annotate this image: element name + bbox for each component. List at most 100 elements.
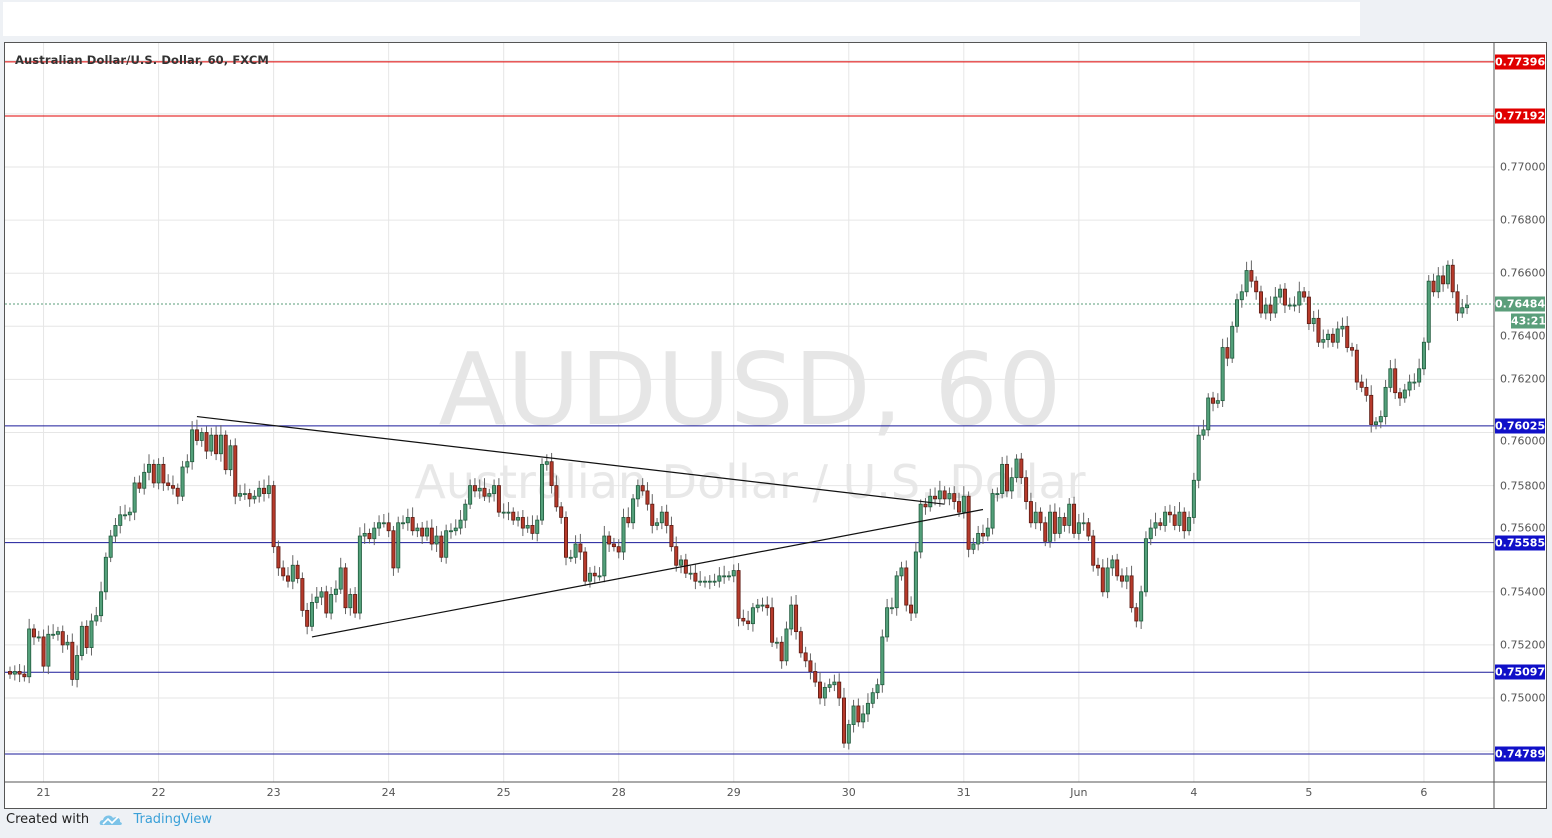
candle-up	[329, 594, 334, 614]
candle-down	[1028, 501, 1033, 524]
candle-up	[568, 556, 573, 559]
candle-up	[659, 511, 664, 524]
candle-up	[1340, 325, 1345, 330]
candle-up	[1292, 304, 1297, 307]
candle-up	[995, 493, 1000, 495]
x-tick-label: 24	[381, 786, 396, 799]
candle-down	[693, 572, 698, 582]
candle-up	[377, 522, 382, 529]
candle-down	[1091, 535, 1096, 566]
candle-up	[108, 535, 113, 558]
candle-up	[655, 522, 660, 526]
candle-up	[89, 620, 94, 648]
candle-up	[218, 434, 223, 455]
candle-up	[1460, 307, 1465, 314]
candle-down	[803, 652, 808, 662]
candle-up	[123, 514, 128, 517]
candle-up	[46, 633, 51, 667]
candle-up	[918, 503, 923, 553]
watermark-symbol: AUDUSD, 60	[438, 331, 1062, 448]
candle-down	[1330, 333, 1335, 343]
candle-up	[309, 602, 314, 627]
candle-up	[1201, 429, 1206, 436]
candle-up	[113, 525, 118, 537]
candle-up	[832, 681, 837, 686]
candle-up	[1235, 299, 1240, 327]
tradingview-link[interactable]: TradingView	[133, 812, 212, 827]
candle-down	[1450, 264, 1455, 293]
candle-down	[1397, 392, 1402, 399]
candle-down	[616, 546, 621, 553]
candle-down	[22, 673, 27, 678]
candle-up	[199, 432, 204, 441]
candle-down	[664, 511, 669, 526]
candle-up	[372, 527, 377, 540]
candle-down	[1024, 477, 1029, 502]
candle-down	[1038, 511, 1043, 524]
candle-up	[463, 503, 468, 521]
bar-countdown-label: 43:21	[1511, 313, 1547, 329]
candle-up	[889, 607, 894, 610]
candle-down	[583, 551, 588, 582]
candle-down	[276, 546, 281, 569]
candle-up	[1067, 503, 1072, 526]
candle-up	[501, 511, 506, 514]
candle-up	[266, 485, 271, 494]
candle-up	[492, 485, 497, 494]
candle-down	[1431, 280, 1436, 293]
candle-up	[257, 487, 262, 497]
candle-up	[875, 684, 880, 694]
candle-up	[865, 702, 870, 715]
candle-down	[1019, 458, 1024, 479]
candle-up	[453, 527, 458, 532]
y-tick-label: 0.75600	[1500, 521, 1546, 535]
candle-down	[247, 493, 252, 500]
candle-down	[194, 429, 199, 441]
candle-up	[1417, 368, 1422, 383]
x-tick-label: 22	[151, 786, 166, 799]
candle-up	[702, 580, 707, 583]
candle-up	[190, 429, 195, 463]
candle-up	[79, 625, 84, 656]
resistance-level-label: 0.77396	[1495, 54, 1546, 70]
candle-up	[774, 641, 779, 644]
candle-down	[281, 567, 286, 577]
candle-down	[137, 482, 142, 489]
trendline	[311, 508, 984, 638]
candle-down	[1455, 291, 1460, 314]
last-price-label: 0.76484	[1495, 296, 1546, 312]
candle-up	[362, 532, 367, 537]
candle-up	[1445, 264, 1450, 285]
candle-down	[765, 604, 770, 609]
candle-down	[262, 487, 267, 494]
candle-down	[746, 620, 751, 625]
candle-up	[1436, 275, 1441, 293]
x-tick-label: 21	[36, 786, 51, 799]
x-tick-label: 5	[1305, 786, 1313, 799]
candle-down	[741, 617, 746, 622]
y-tick-label: 0.75200	[1500, 638, 1546, 652]
x-tick-label: 28	[611, 786, 626, 799]
candle-down	[923, 503, 928, 508]
candle-down	[1359, 381, 1364, 388]
x-tick-label: 4	[1190, 786, 1198, 799]
candle-down	[813, 671, 818, 683]
candle-down	[324, 591, 329, 614]
candle-up	[698, 580, 703, 583]
y-tick-label: 0.76200	[1500, 372, 1546, 386]
candle-up	[36, 636, 41, 639]
candle-up	[65, 641, 70, 646]
candle-up	[51, 633, 56, 636]
candle-up	[238, 493, 243, 497]
candle-up	[1311, 317, 1316, 325]
candle-down	[1302, 291, 1307, 298]
candle-up	[1239, 291, 1244, 301]
candle-up	[415, 527, 420, 532]
candle-down	[592, 572, 597, 577]
candle-down	[1268, 304, 1273, 314]
candle-down	[952, 493, 957, 502]
candle-up	[717, 575, 722, 582]
candle-down	[353, 594, 358, 614]
candle-down	[305, 609, 310, 627]
